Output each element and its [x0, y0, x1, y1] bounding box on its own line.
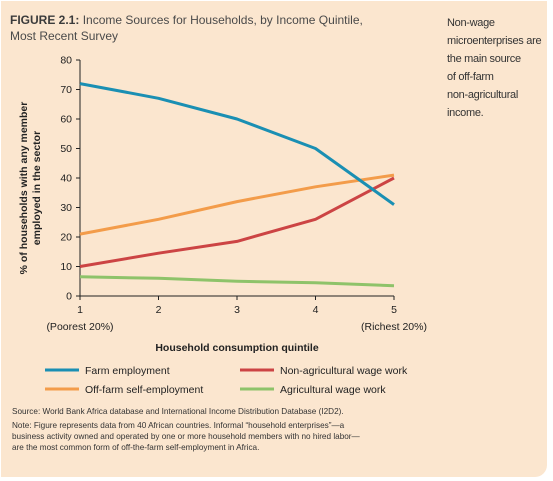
y-tick-label: 40: [60, 173, 72, 185]
figure-title-line2: Most Recent Survey: [10, 29, 119, 43]
y-tick-label: 50: [60, 143, 72, 155]
chart-series: [79, 82, 395, 288]
y-axis-title: % of households with any memberemployed …: [18, 102, 43, 275]
figure-panel: [1, 1, 547, 477]
figure-note-line: business activity owned and operated by …: [12, 432, 360, 441]
x-tick-sublabel: (Richest 20%): [361, 321, 427, 333]
side-note-line: microenterprises are: [447, 35, 542, 47]
legend-label: Agricultural wage work: [280, 384, 386, 396]
x-tick-label: 1: [77, 304, 83, 316]
series-line-agricultural-wage-work: [79, 275, 395, 288]
y-tick-label: 70: [60, 84, 72, 96]
legend-label: Off-farm self-employment: [85, 384, 203, 396]
y-tick-label: 0: [66, 291, 72, 303]
figure-note: Note: Figure represents data from 40 Afr…: [12, 420, 442, 453]
x-tick-label: 2: [156, 304, 162, 316]
y-tick-label: 60: [60, 114, 72, 126]
figure-note-line: are the most common form of off-the-farm…: [12, 443, 260, 452]
x-axis-title: Household consumption quintile: [155, 342, 318, 354]
side-note-line: the main source: [447, 53, 521, 65]
source-note: Source: World Bank Africa database and I…: [12, 407, 344, 416]
figure-title-text: Income Sources for Households, by Income…: [79, 13, 363, 27]
y-axis-title-line: employed in the sector: [31, 131, 43, 245]
series-line-off-farm-self-employment: [79, 173, 395, 236]
chart-legend: Farm employment Non-agricultural wage wor…: [45, 365, 408, 396]
chart-axes: 0 10 20 30 40 50 60 70 80 1 (Poorest 20%) 2 3 4 5 (Rich…: [18, 55, 427, 355]
y-axis-title-line: % of households with any member: [18, 102, 30, 275]
figure-number: FIGURE 2.1:: [10, 13, 80, 27]
side-note-line: Non-wage: [447, 17, 495, 29]
x-tick-label: 4: [313, 304, 319, 316]
y-tick-label: 80: [60, 55, 72, 67]
y-tick-label: 30: [60, 202, 72, 214]
x-tick-label: 5: [391, 304, 397, 316]
figure-note-line: Note: Figure represents data from 40 Afr…: [12, 421, 345, 430]
legend-label: Farm employment: [85, 365, 170, 377]
x-tick-sublabel: (Poorest 20%): [46, 321, 113, 333]
side-note-line: non-agricultural: [447, 89, 519, 101]
figure-title: FIGURE 2.1: Income Sources for Household…: [10, 12, 410, 44]
y-tick-label: 20: [60, 232, 72, 244]
x-tick-label: 3: [234, 304, 240, 316]
y-tick-label: 10: [60, 261, 72, 273]
series-line-non-agricultural-wage-work: [79, 176, 395, 268]
side-note: Non-wage microenterprises are the main s…: [447, 14, 542, 122]
series-line-farm-employment: [79, 82, 395, 206]
side-note-line: income.: [447, 107, 484, 119]
side-note-line: of off-farm: [447, 71, 494, 83]
legend-label: Non-agricultural wage work: [280, 365, 408, 377]
